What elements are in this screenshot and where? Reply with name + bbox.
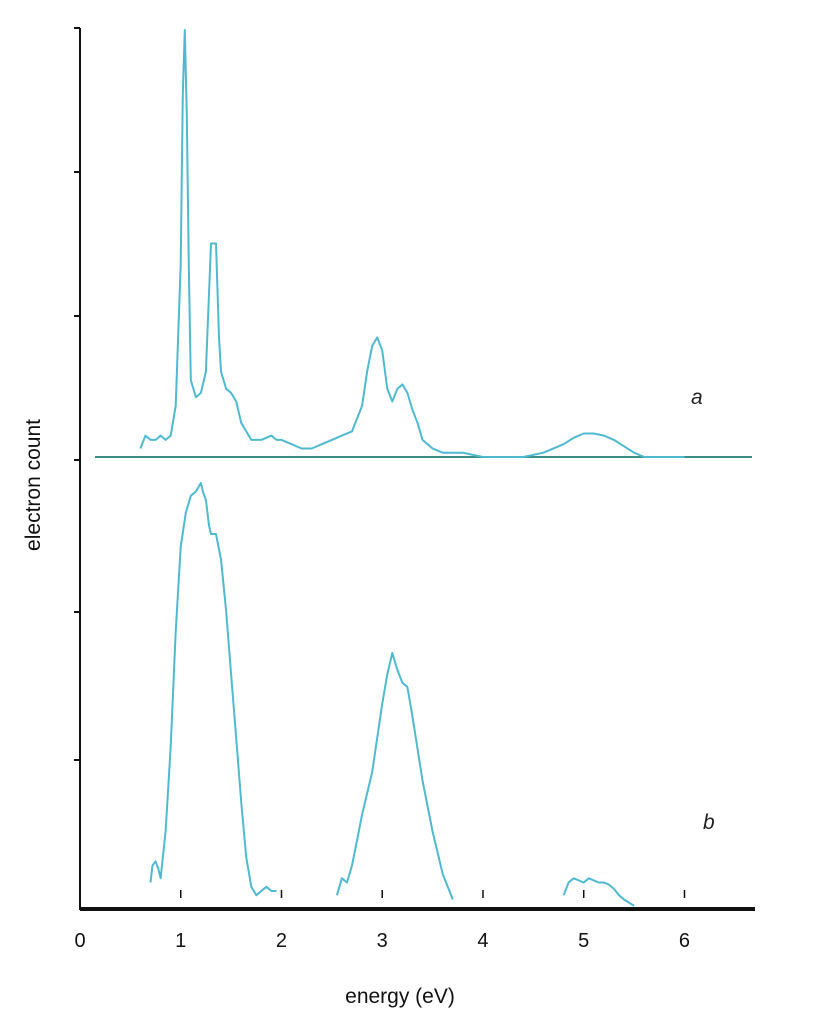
panel-b-plot [80, 482, 755, 909]
panel-b-label: b [703, 811, 715, 834]
x-tick-label-0: 0 [74, 930, 85, 952]
x-tick-label-6: 6 [679, 930, 690, 952]
panel-a-series-0 [139, 29, 685, 458]
x-tick-label-1: 1 [175, 930, 186, 952]
x-tick-label-2: 2 [276, 930, 287, 952]
panel-a-label: a [691, 386, 703, 409]
axes [79, 28, 755, 911]
panel-b-series-2 [562, 877, 635, 907]
y-axis-title: electron count [22, 419, 45, 551]
panel-b-series-0 [149, 482, 277, 897]
x-tick-label-3: 3 [377, 930, 388, 952]
panel-b-series-1 [335, 652, 454, 900]
x-axis-title: energy (eV) [345, 985, 455, 1008]
panel-a-plot [95, 29, 752, 458]
x-axis-ticks: 0 1 2 3 4 5 6 [74, 890, 690, 952]
x-tick-label-4: 4 [477, 930, 488, 952]
x-tick-label-5: 5 [578, 930, 589, 952]
y-axis-ticks [74, 27, 80, 761]
